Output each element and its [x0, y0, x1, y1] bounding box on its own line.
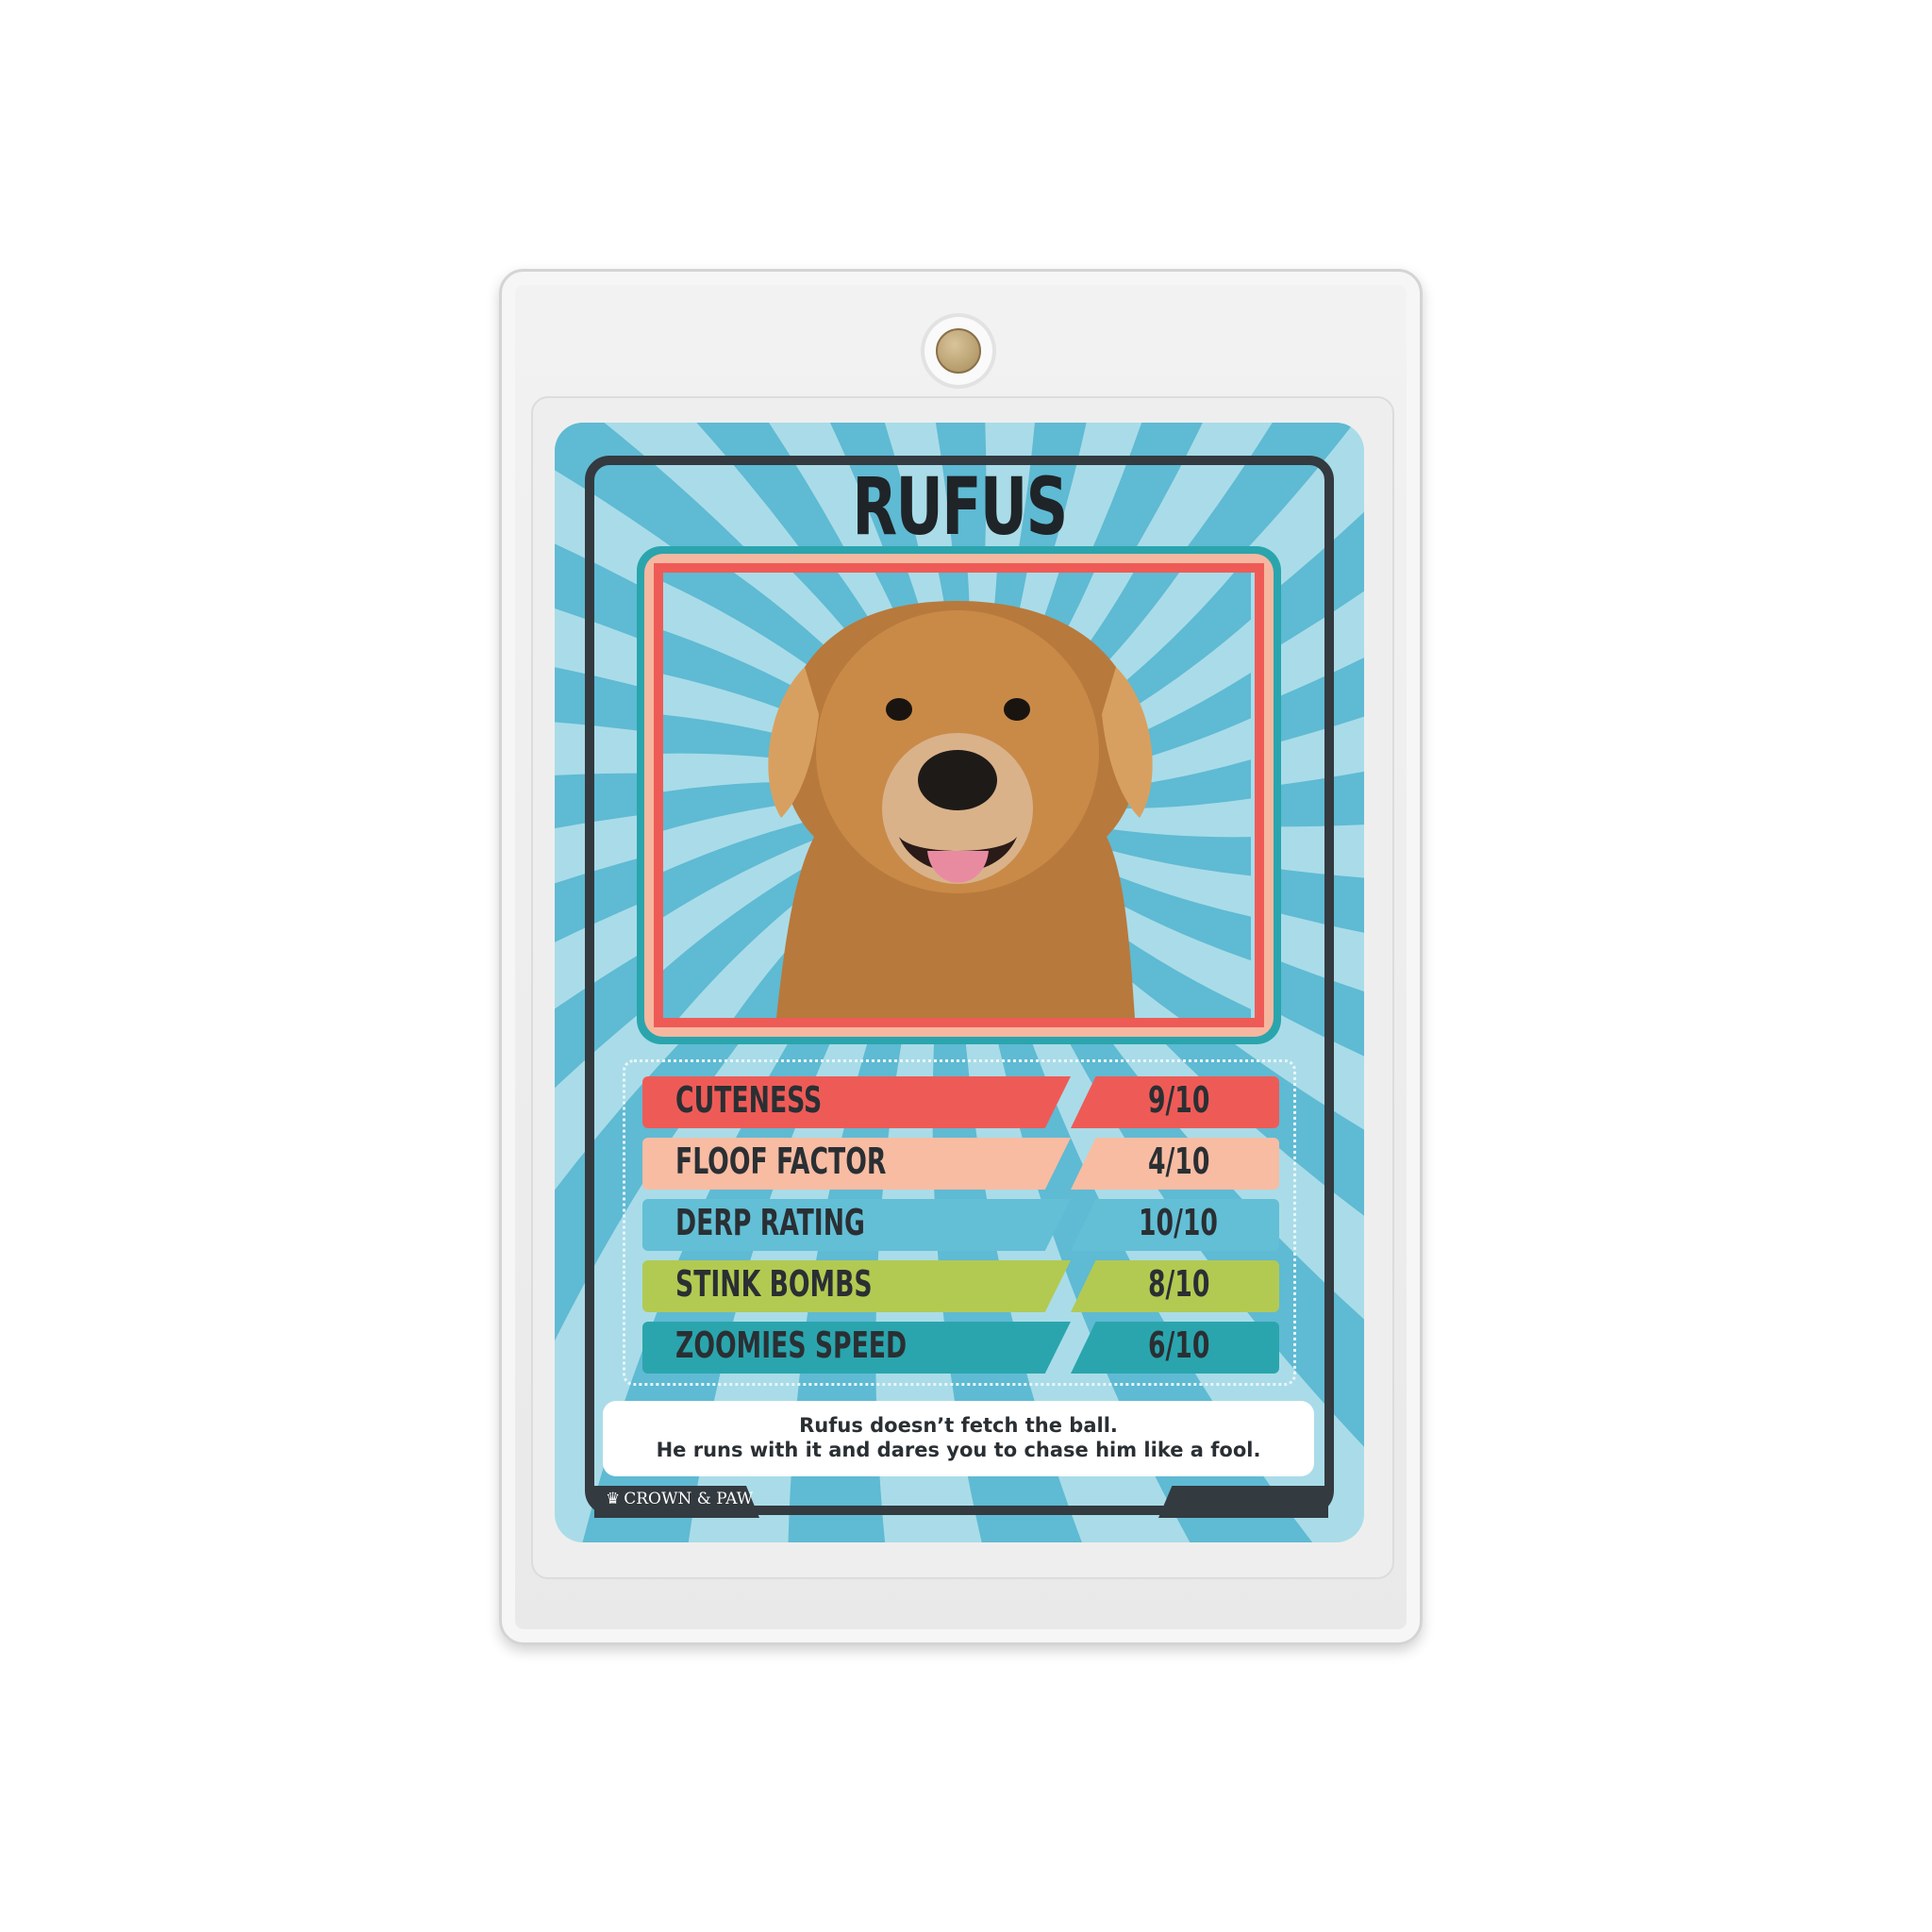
sunburst-ray	[959, 800, 1313, 1542]
stat-label: DERP RATING	[675, 1202, 865, 1243]
screw-icon	[936, 328, 981, 374]
sunburst-ray	[957, 670, 1255, 795]
sunburst-ray	[829, 423, 959, 800]
sunburst-ray	[663, 795, 957, 1018]
card-title: RUFUS	[852, 460, 1068, 553]
brand-name: CROWN & PAW	[624, 1490, 754, 1508]
golden-retriever-photo	[663, 573, 1255, 1018]
stat-value: 10/10	[1139, 1202, 1218, 1243]
stat-label: STINK BOMBS	[675, 1263, 873, 1305]
sunburst-ray	[959, 658, 1364, 800]
stats-panel: CUTENESS 9/10 FLOOF FACTOR 4/10 DERP RAT…	[623, 1059, 1296, 1386]
flavor-text-line: He runs with it and dares you to chase h…	[656, 1439, 1261, 1461]
stat-value: 9/10	[1148, 1079, 1210, 1121]
photo-frame	[637, 546, 1281, 1044]
footer-tab-left	[594, 1486, 759, 1518]
card-frame	[585, 456, 1334, 1515]
sunburst-ray	[663, 573, 957, 795]
crown-icon: ♛	[606, 1490, 621, 1508]
stat-row-derp-rating: DERP RATING 10/10	[642, 1199, 1279, 1251]
sunburst-ray	[957, 573, 1255, 795]
stat-value: 8/10	[1148, 1263, 1210, 1305]
flavor-text-box: Rufus doesn’t fetch the ball. He runs wi…	[603, 1401, 1314, 1476]
sunburst-ray	[663, 795, 957, 918]
trading-card: RUFUS CUTENESS 9/10 FLOOF FACTOR 4/10 DE…	[555, 423, 1364, 1542]
sunburst-ray	[555, 800, 959, 942]
stat-row-floof-factor: FLOOF FACTOR 4/10	[642, 1138, 1279, 1190]
brand-logo: ♛ CROWN & PAW	[606, 1490, 753, 1508]
stat-row-zoomies-speed: ZOOMIES SPEED 6/10	[642, 1322, 1279, 1374]
stat-label: FLOOF FACTOR	[675, 1141, 887, 1182]
stat-value: 4/10	[1148, 1141, 1210, 1182]
stat-label: ZOOMIES SPEED	[675, 1324, 908, 1366]
stat-label: CUTENESS	[675, 1079, 823, 1121]
footer-tab-right	[1158, 1486, 1328, 1518]
dog-photo	[654, 563, 1264, 1027]
flavor-text-line: Rufus doesn’t fetch the ball.	[799, 1414, 1118, 1437]
stat-row-cuteness: CUTENESS 9/10	[642, 1076, 1279, 1128]
stat-row-stink-bombs: STINK BOMBS 8/10	[642, 1260, 1279, 1312]
stat-value: 6/10	[1148, 1324, 1210, 1366]
